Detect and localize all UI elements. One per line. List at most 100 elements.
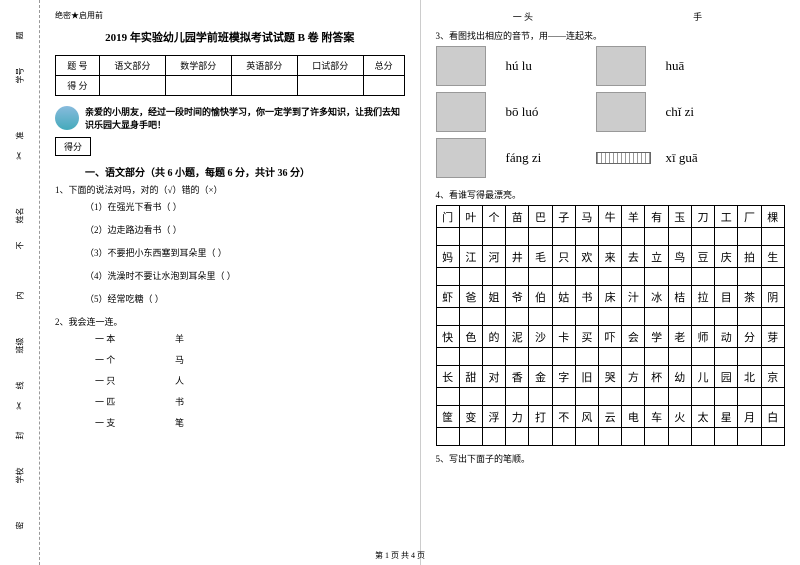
- char-cell: 甜: [459, 366, 482, 388]
- sidebar-label: 题: [14, 32, 25, 40]
- char-cell: [459, 348, 482, 366]
- char-cell: [622, 388, 645, 406]
- char-cell: [459, 428, 482, 446]
- score-cell: 得 分: [56, 76, 100, 96]
- char-cell: [599, 388, 622, 406]
- char-cell: [761, 308, 784, 326]
- score-cell: [231, 76, 297, 96]
- char-cell: [738, 388, 761, 406]
- char-cell: 力: [506, 406, 529, 428]
- char-cell: [691, 228, 714, 246]
- sidebar-label: 姓名: [14, 208, 25, 224]
- char-cell: 玉: [668, 206, 691, 228]
- char-cell: 旧: [575, 366, 598, 388]
- right-column: 一 头 手 3、看图找出相应的音节，用——连起来。 hú lu huā bō l…: [421, 0, 800, 565]
- gourd-image: [436, 138, 486, 178]
- char-cell: 白: [761, 406, 784, 428]
- char-cell: [459, 388, 482, 406]
- char-cell: [622, 428, 645, 446]
- char-cell: [599, 308, 622, 326]
- char-cell: [691, 268, 714, 286]
- sub-question: （3）不要把小东西塞到耳朵里（ ）: [85, 246, 405, 259]
- char-cell: [529, 228, 552, 246]
- char-cell: 豆: [691, 246, 714, 268]
- question-5: 5、写出下面子的笔顺。: [436, 452, 786, 465]
- char-cell: 毛: [529, 246, 552, 268]
- char-cell: 河: [482, 246, 505, 268]
- char-cell: [552, 268, 575, 286]
- char-cell: 书: [575, 286, 598, 308]
- char-cell: [599, 228, 622, 246]
- char-cell: 刀: [691, 206, 714, 228]
- pinyin-text: xī guā: [666, 150, 746, 166]
- char-cell: 马: [575, 206, 598, 228]
- char-cell: 拉: [691, 286, 714, 308]
- char-cell: 工: [715, 206, 738, 228]
- char-cell: [506, 348, 529, 366]
- sidebar-label: 学校: [14, 468, 25, 484]
- char-cell: 师: [691, 326, 714, 348]
- char-cell: [529, 388, 552, 406]
- char-cell: 车: [645, 406, 668, 428]
- char-cell: [761, 428, 784, 446]
- char-cell: 分: [738, 326, 761, 348]
- pinyin-text: fáng zi: [506, 150, 586, 166]
- char-cell: [645, 308, 668, 326]
- char-cell: [436, 348, 459, 366]
- char-cell: 茶: [738, 286, 761, 308]
- char-cell: 对: [482, 366, 505, 388]
- char-cell: [436, 228, 459, 246]
- score-table: 题 号 语文部分 数学部分 英语部分 口试部分 总分 得 分: [55, 55, 405, 96]
- char-cell: [645, 268, 668, 286]
- char-cell: [552, 228, 575, 246]
- question-4: 4、看谁写得最漂亮。: [436, 188, 786, 201]
- pinyin-text: bō luó: [506, 104, 586, 120]
- char-cell: 来: [599, 246, 622, 268]
- char-cell: [622, 228, 645, 246]
- char-cell: [436, 388, 459, 406]
- char-cell: 金: [529, 366, 552, 388]
- char-cell: [529, 428, 552, 446]
- char-cell: [715, 428, 738, 446]
- char-cell: 井: [506, 246, 529, 268]
- pinyin-text: huā: [666, 58, 746, 74]
- char-cell: 买: [575, 326, 598, 348]
- char-cell: [482, 428, 505, 446]
- char-cell: 巴: [529, 206, 552, 228]
- house-image: [436, 92, 486, 132]
- char-cell: 个: [482, 206, 505, 228]
- sidebar-label: 封: [14, 432, 25, 440]
- sidebar-label: 班级: [14, 338, 25, 354]
- char-cell: [575, 348, 598, 366]
- char-cell: [622, 268, 645, 286]
- char-cell: 哭: [599, 366, 622, 388]
- char-cell: [622, 348, 645, 366]
- char-cell: 芽: [761, 326, 784, 348]
- score-cell: 口试部分: [297, 56, 363, 76]
- char-cell: [506, 228, 529, 246]
- question-2: 2、我会连一连。: [55, 315, 405, 328]
- char-cell: 冰: [645, 286, 668, 308]
- char-cell: [738, 348, 761, 366]
- char-cell: 去: [622, 246, 645, 268]
- char-cell: 羊: [622, 206, 645, 228]
- char-cell: [691, 348, 714, 366]
- char-cell: [738, 308, 761, 326]
- child-icon: [55, 106, 79, 130]
- char-cell: 京: [761, 366, 784, 388]
- char-cell: 风: [575, 406, 598, 428]
- score-cell: 题 号: [56, 56, 100, 76]
- sub-question: （5）经常吃糖（ ）: [85, 292, 405, 305]
- char-cell: [715, 388, 738, 406]
- char-cell: 鸟: [668, 246, 691, 268]
- char-cell: 火: [668, 406, 691, 428]
- char-cell: [645, 348, 668, 366]
- char-cell: [691, 308, 714, 326]
- char-cell: 星: [715, 406, 738, 428]
- char-cell: 杯: [645, 366, 668, 388]
- char-cell: 汁: [622, 286, 645, 308]
- char-cell: 门: [436, 206, 459, 228]
- char-cell: [482, 348, 505, 366]
- char-cell: 北: [738, 366, 761, 388]
- char-cell: [599, 348, 622, 366]
